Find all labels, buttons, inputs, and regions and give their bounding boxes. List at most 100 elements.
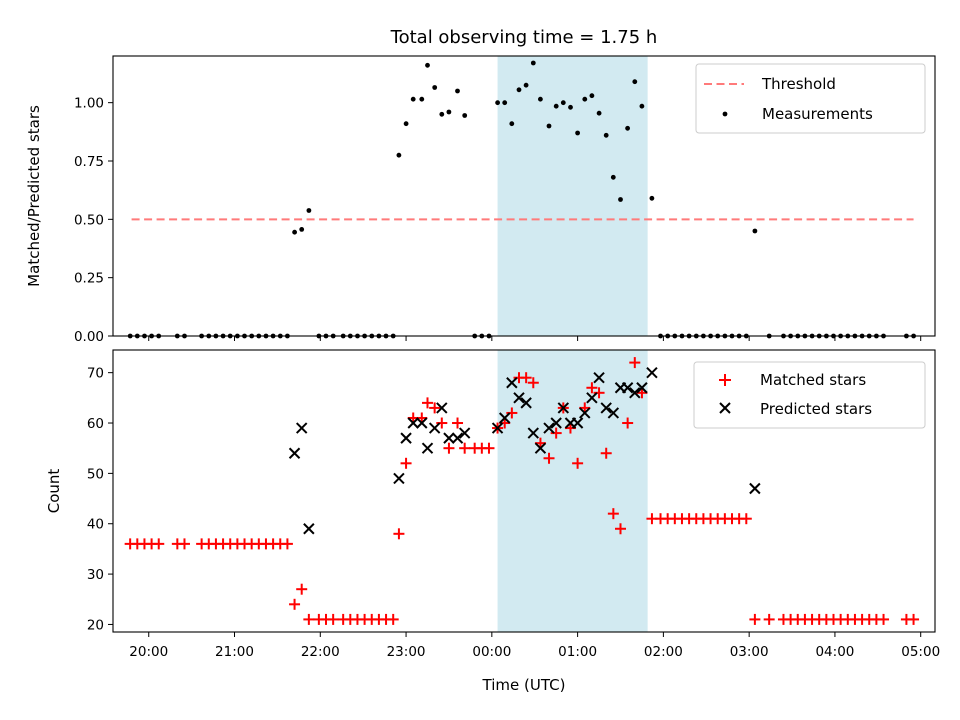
- predicted-star-point: [607, 407, 620, 419]
- matched-star-point: [303, 613, 315, 625]
- matched-star-point: [436, 417, 448, 429]
- measurement-point: [530, 60, 536, 66]
- measurement-point: [516, 87, 522, 93]
- bottom-axes-frame: [112, 349, 936, 633]
- predicted-star-point: [557, 402, 570, 414]
- matched-star-point: [749, 613, 761, 625]
- x-tick-label: 21:00: [215, 644, 254, 660]
- predicted-star-point: [646, 366, 658, 379]
- predicted-star-point: [543, 422, 555, 434]
- matched-star-point: [422, 397, 434, 409]
- bottom-panel: 20 30 40 50 60 70 20:00 21:00 22:00 23:00 00:00 01…: [45, 349, 940, 694]
- measurement-point: [618, 197, 623, 202]
- bottom-y-tick-label: 60: [87, 416, 104, 432]
- bottom-y-tick-label: 30: [87, 567, 104, 583]
- matched-star-point: [600, 447, 612, 459]
- measurement-point: [610, 174, 616, 180]
- predicted-star-point: [491, 422, 504, 434]
- top-y-tick-label: 1.00: [74, 96, 104, 112]
- predicted-star-point: [520, 397, 532, 409]
- top-y-tick-label: 0.75: [74, 154, 104, 170]
- predicted-star-point: [550, 417, 562, 429]
- predicted-star-point: [443, 432, 455, 444]
- matched-star-point: [443, 442, 455, 454]
- matched-star-point: [740, 513, 752, 525]
- measurement-point: [523, 82, 529, 88]
- predicted-star-point: [428, 422, 441, 434]
- x-tick-label: 22:00: [301, 644, 340, 660]
- predicted-star-point: [451, 432, 464, 444]
- matched-star-point: [520, 372, 532, 384]
- x-tick-label: 01:00: [558, 644, 597, 660]
- x-tick-label: 23:00: [387, 644, 426, 660]
- predicted-star-point: [534, 442, 547, 454]
- matched-star-point: [387, 613, 399, 625]
- bottom-y-axis-label: Count: [45, 469, 63, 514]
- matched-star-point: [550, 427, 562, 439]
- predicted-star-point: [436, 402, 448, 414]
- measurement-point: [299, 227, 305, 232]
- predicted-star-point: [513, 392, 525, 404]
- matched-star-point: [622, 417, 634, 429]
- measurement-point: [502, 100, 508, 106]
- top-legend: Threshold Measurements: [695, 63, 926, 134]
- bottom-y-ticks: 20 30 40 50 60 70: [87, 366, 113, 633]
- matched-star-point: [607, 508, 619, 520]
- bottom-y-tick-label: 40: [87, 517, 104, 533]
- measurement-point: [752, 228, 758, 234]
- measurement-point: [596, 110, 602, 116]
- matched-star-point: [593, 387, 605, 399]
- matched-star-point: [327, 613, 339, 625]
- legend-matched-label: Matched stars: [760, 371, 866, 389]
- matched-star-point: [614, 523, 626, 535]
- predicted-star-point: [506, 377, 518, 389]
- matched-star-point: [629, 357, 641, 369]
- predicted-star-point: [593, 371, 605, 384]
- measurement-point: [432, 85, 438, 90]
- measurement-point: [603, 132, 609, 138]
- top-y-ticks: 0.00 0.25 0.50 0.75 1.00: [74, 96, 113, 345]
- predicted-star-point: [416, 417, 428, 429]
- predicted-star-point: [571, 417, 584, 429]
- predicted-star-point: [295, 422, 308, 434]
- x-axis-label: Time (UTC): [482, 676, 566, 694]
- legend-measurements-label: Measurements: [762, 105, 873, 123]
- predicted-star-point: [600, 402, 612, 414]
- measurement-point: [553, 103, 559, 109]
- bottom-legend: Matched stars Predicted stars: [693, 361, 926, 429]
- predicted-star-point: [407, 417, 419, 429]
- measurement-point: [575, 130, 580, 136]
- matched-star-point: [296, 583, 308, 595]
- measurement-point: [455, 88, 460, 94]
- x-tick-label: 02:00: [644, 644, 683, 660]
- bottom-y-tick-label: 70: [87, 366, 104, 382]
- measurement-point: [560, 100, 566, 106]
- predicted-star-point: [400, 432, 412, 444]
- measurement-point: [639, 103, 645, 109]
- bottom-legend-frame: [693, 361, 926, 429]
- legend-predicted-swatch: [719, 402, 731, 414]
- legend-measurements-swatch: [722, 111, 728, 117]
- top-highlight-span: [497, 56, 648, 336]
- matched-star-point: [429, 402, 441, 414]
- measurement-point: [439, 111, 445, 117]
- bottom-y-tick-label: 50: [87, 466, 104, 482]
- measurement-point: [419, 96, 425, 102]
- measurement-point: [625, 125, 630, 131]
- measurement-point: [589, 93, 595, 99]
- x-tick-label: 05:00: [901, 644, 940, 660]
- legend-matched-swatch: [719, 374, 731, 386]
- count-points: [124, 357, 920, 625]
- measurement-point: [403, 121, 409, 127]
- predicted-star-point: [621, 382, 634, 394]
- predicted-star-point: [579, 407, 591, 419]
- matched-star-point: [289, 598, 301, 610]
- x-tick-label: 20:00: [129, 644, 168, 660]
- predicted-star-point: [629, 387, 641, 399]
- predicted-star-point: [458, 427, 471, 439]
- x-tick-label: 03:00: [730, 644, 769, 660]
- matched-star-point: [572, 457, 584, 469]
- measurement-point: [546, 123, 552, 129]
- measurement-point: [446, 109, 452, 115]
- predicted-star-point: [636, 382, 648, 394]
